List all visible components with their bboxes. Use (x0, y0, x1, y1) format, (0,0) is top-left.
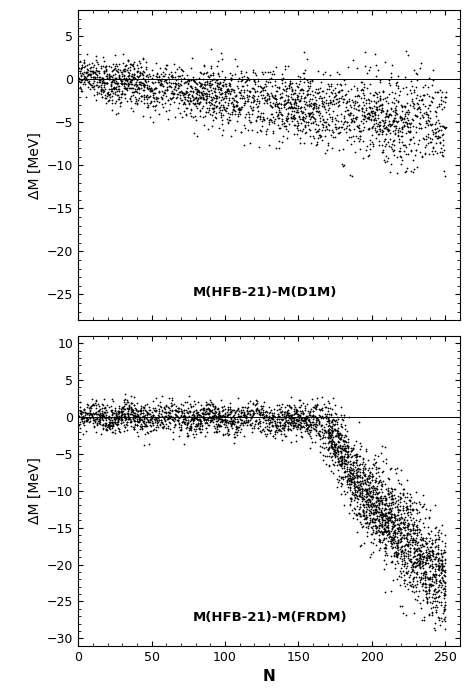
Y-axis label: ΔM [MeV]: ΔM [MeV] (27, 457, 41, 524)
Text: M(HFB-21)-M(FRDM): M(HFB-21)-M(FRDM) (192, 611, 347, 624)
X-axis label: N: N (263, 669, 275, 684)
Text: M(HFB-21)-M(D1M): M(HFB-21)-M(D1M) (192, 285, 337, 299)
Y-axis label: ΔM [MeV]: ΔM [MeV] (27, 132, 41, 199)
